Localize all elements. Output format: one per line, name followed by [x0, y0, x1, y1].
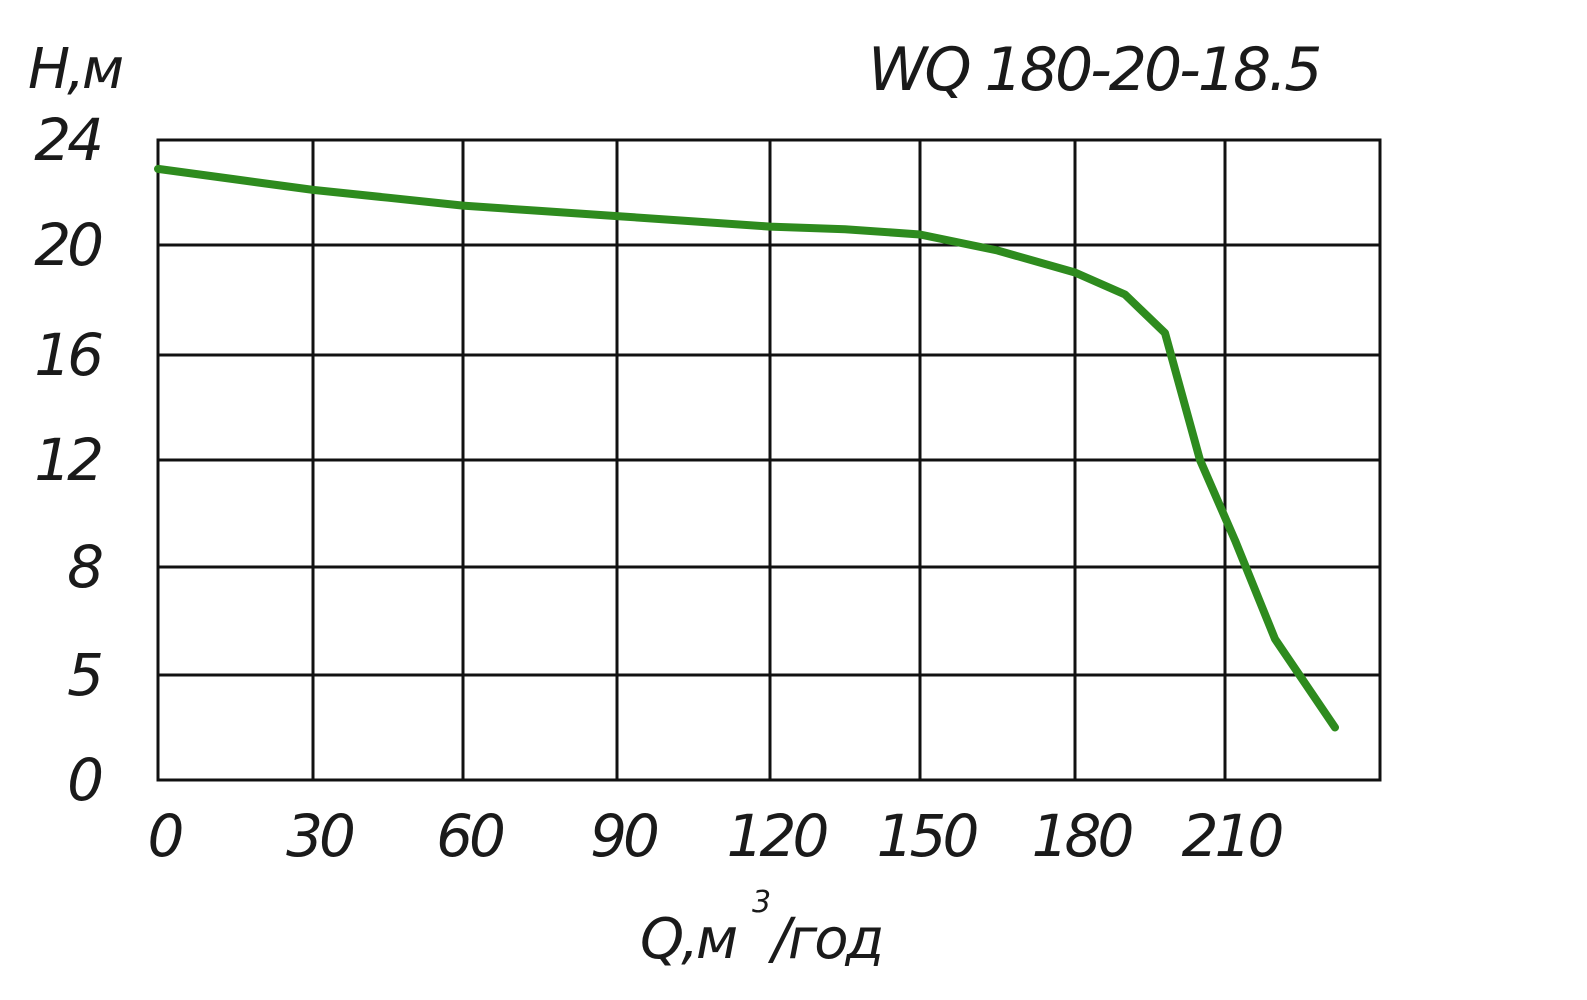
data-point	[1124, 294, 1126, 295]
data-point	[539, 210, 541, 212]
data-point	[1334, 727, 1336, 728]
x-axis-label: Q,м 3 /год	[640, 885, 885, 972]
curve-layer	[154, 164, 1339, 732]
x-tick-label: 150	[877, 802, 977, 870]
data-point	[462, 205, 464, 207]
x-tick-label: 90	[590, 802, 657, 870]
chart-title: WQ 180-20-18.5	[868, 35, 1319, 105]
data-point	[616, 215, 618, 217]
x-axis-label-suffix: /год	[767, 907, 882, 972]
data-point	[1234, 539, 1236, 541]
data-point	[1074, 272, 1076, 273]
x-tick-label: 120	[727, 802, 827, 870]
y-tick-labels: 0 5 8 12 16 20 24	[34, 106, 106, 814]
y-tick-label: 24	[34, 106, 100, 174]
data-point	[1274, 638, 1276, 640]
x-tick-label: 0	[148, 802, 182, 870]
data-point	[235, 178, 236, 180]
data-point	[769, 226, 771, 228]
x-tick-label: 30	[286, 802, 353, 870]
data-point	[1164, 332, 1166, 334]
y-tick-label: 16	[34, 321, 102, 389]
chart-grid	[156, 138, 1382, 782]
y-axis-label: H,м	[28, 37, 123, 102]
x-tick-label: 60	[436, 802, 503, 870]
y-tick-label: 8	[67, 533, 102, 601]
data-point	[1199, 459, 1201, 461]
data-point	[157, 168, 159, 170]
x-tick-labels: 0 30 60 90 120 150 180 210	[148, 802, 1286, 870]
data-point	[387, 197, 389, 199]
y-tick-label: 5	[67, 641, 101, 709]
y-tick-label: 20	[34, 211, 101, 279]
data-point	[312, 189, 314, 191]
data-point	[844, 228, 846, 230]
x-tick-label: 210	[1182, 802, 1282, 870]
data-point	[919, 234, 921, 235]
x-tick-label: 180	[1032, 802, 1132, 870]
series-line-0	[154, 164, 1339, 732]
x-axis-label-text: Q,м	[640, 907, 737, 972]
data-point	[693, 220, 694, 222]
data-point	[997, 250, 998, 251]
y-tick-label: 0	[67, 746, 101, 814]
y-tick-label: 12	[34, 426, 101, 494]
x-axis-label-superscript: 3	[752, 885, 771, 920]
